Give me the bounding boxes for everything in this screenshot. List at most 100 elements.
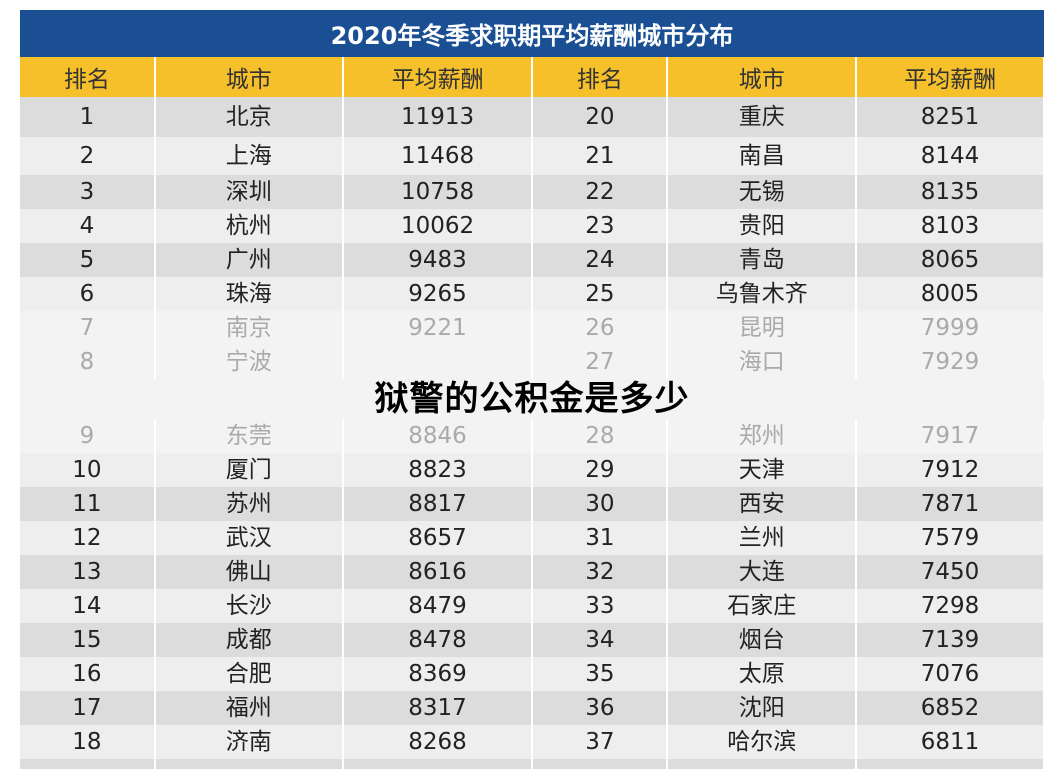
table-cell: 济南 [154,725,344,759]
table-row: 2 上海 11468 21 南昌 8144 [20,137,1045,175]
table-cell: 南京 [154,311,344,345]
table-cell: 8479 [342,589,534,623]
table-row-partial [20,759,1045,769]
table-cell: 8135 [856,175,1045,209]
table-cell: 22 [532,175,669,209]
table-cell: 7 [20,311,156,345]
table-cell: 厦门 [154,453,344,487]
table-cell: 长沙 [154,589,344,623]
table-cell: 20 [532,97,669,137]
salary-table: 2020年冬季求职期平均薪酬城市分布 排名 城市 平均薪酬 排名 城市 平均薪酬… [20,10,1045,769]
table-cell: 沈阳 [667,691,858,725]
table-cell: 9265 [342,277,534,311]
table-row: 6 珠海 9265 25 乌鲁木齐 8005 [20,277,1045,311]
table-cell: 8616 [342,555,534,589]
table-cell: 8 [20,345,156,379]
table-cell: 1 [20,97,156,137]
table-cell: 郑州 [667,419,858,453]
table-cell: 11913 [342,97,534,137]
table-cell: 23 [532,209,669,243]
table-cell: 9 [20,419,156,453]
table-cell: 重庆 [667,97,858,137]
table-cell: 7912 [856,453,1045,487]
header-row: 排名 城市 平均薪酬 排名 城市 平均薪酬 [20,57,1045,97]
table-cell: 11468 [342,137,534,175]
table-cell: 杭州 [154,209,344,243]
table-cell: 8268 [342,725,534,759]
table-cell: 8823 [342,453,534,487]
table-cell: 兰州 [667,521,858,555]
table-cell: 18 [20,725,156,759]
table-cell: 21 [532,137,669,175]
table-cell: 16 [20,657,156,691]
table-cell: 贵阳 [667,209,858,243]
table-cell: 石家庄 [667,589,858,623]
table-cell: 6 [20,277,156,311]
table-cell: 36 [532,691,669,725]
table-cell: 合肥 [154,657,344,691]
table-cell: 宁波 [154,345,344,379]
table-row: 17 福州 8317 36 沈阳 6852 [20,691,1045,725]
table-row: 8 宁波 27 海口 7929 [20,345,1045,379]
table-cell: 无锡 [667,175,858,209]
table-cell [342,345,534,379]
table-cell: 8103 [856,209,1045,243]
table-cell: 10 [20,453,156,487]
table-cell: 南昌 [667,137,858,175]
table-cell: 海口 [667,345,858,379]
table-cell: 3 [20,175,156,209]
table-cell: 7917 [856,419,1045,453]
table-cell: 7871 [856,487,1045,521]
table-cell: 31 [532,521,669,555]
table-row: 18 济南 8268 37 哈尔滨 6811 [20,725,1045,759]
table-cell: 34 [532,623,669,657]
table-cell: 苏州 [154,487,344,521]
table-cell: 7450 [856,555,1045,589]
table-cell: 哈尔滨 [667,725,858,759]
table-cell: 太原 [667,657,858,691]
header-cell: 平均薪酬 [342,57,534,97]
table-cell: 8478 [342,623,534,657]
table-cell: 7298 [856,589,1045,623]
table-cell: 15 [20,623,156,657]
table-cell: 东莞 [154,419,344,453]
table-cell: 14 [20,589,156,623]
table-cell: 烟台 [667,623,858,657]
table-cell: 6852 [856,691,1045,725]
table-cell: 8144 [856,137,1045,175]
table-cell: 深圳 [154,175,344,209]
table-cell: 10062 [342,209,534,243]
table-cell: 24 [532,243,669,277]
header-cell: 排名 [20,57,156,97]
table-cell: 30 [532,487,669,521]
table-row: 13 佛山 8616 32 大连 7450 [20,555,1045,589]
table-cell: 天津 [667,453,858,487]
table-cell: 7579 [856,521,1045,555]
header-cell: 城市 [154,57,344,97]
table-title: 2020年冬季求职期平均薪酬城市分布 [20,10,1044,57]
table-row: 9 东莞 8846 28 郑州 7917 [20,419,1045,453]
table-cell: 7139 [856,623,1045,657]
table-cell: 33 [532,589,669,623]
table-row: 7 南京 9221 26 昆明 7999 [20,311,1045,345]
table-row: 15 成都 8478 34 烟台 7139 [20,623,1045,657]
table-cell: 8005 [856,277,1045,311]
table-cell: 12 [20,521,156,555]
table-cell: 珠海 [154,277,344,311]
table-cell: 37 [532,725,669,759]
table-cell: 26 [532,311,669,345]
table-cell: 青岛 [667,243,858,277]
table-cell: 28 [532,419,669,453]
table-cell: 17 [20,691,156,725]
caption-row: 狱警的公积金是多少 [20,379,1044,419]
table-cell: 13 [20,555,156,589]
table-cell: 广州 [154,243,344,277]
overlay-caption: 狱警的公积金是多少 [374,379,690,419]
table-cell: 10758 [342,175,534,209]
table-cell: 25 [532,277,669,311]
table-row: 12 武汉 8657 31 兰州 7579 [20,521,1045,555]
table-row: 3 深圳 10758 22 无锡 8135 [20,175,1045,209]
table-row: 14 长沙 8479 33 石家庄 7298 [20,589,1045,623]
table-cell: 27 [532,345,669,379]
table-cell: 上海 [154,137,344,175]
